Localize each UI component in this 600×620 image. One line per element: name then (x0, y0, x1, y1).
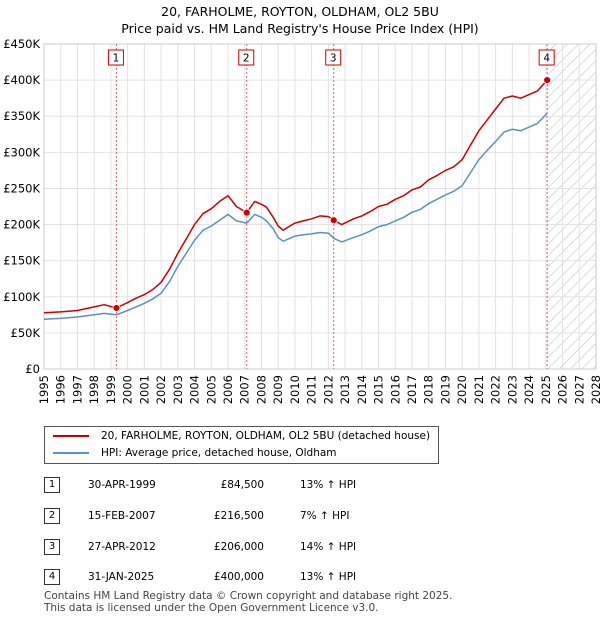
sale-box-label: 3 (330, 53, 337, 65)
x-tick-label: 2010 (288, 375, 302, 404)
series-hpi-line (44, 112, 548, 320)
series-property-line (44, 79, 548, 314)
x-tick-label: 2000 (121, 375, 135, 404)
series-lines (44, 79, 548, 320)
sale-points (112, 76, 552, 312)
legend-swatch-hpi (53, 452, 89, 454)
x-tick-label: 2005 (204, 375, 218, 404)
x-tick-label: 2025 (539, 375, 553, 404)
x-tick-label: 2002 (154, 375, 168, 404)
sale-hpi-diff: 14% ↑ HPI (300, 541, 357, 553)
legend-label-property: 20, FARHOLME, ROYTON, OLDHAM, OL2 5BU (d… (101, 430, 431, 442)
x-tick-label: 2015 (372, 375, 386, 404)
sale-date: 15-FEB-2007 (88, 510, 156, 522)
sale-hpi-diff: 13% ↑ HPI (300, 479, 357, 491)
x-tick-label: 2019 (438, 375, 452, 404)
x-tick-label: 2006 (221, 375, 235, 404)
x-tick-label: 1995 (37, 375, 51, 404)
y-tick-label: £350K (3, 109, 40, 123)
x-tick-label: 2027 (572, 375, 586, 404)
x-tick-label: 2011 (305, 375, 319, 404)
y-tick-label: £50K (11, 326, 41, 340)
table-row: 1 30-APR-1999 £84,500 13% ↑ HPI (0, 477, 600, 495)
y-tick-label: £300K (3, 145, 40, 159)
x-tick-label: 1999 (104, 375, 118, 404)
x-tick-label: 2026 (556, 375, 570, 404)
y-axis-ticks: £0 £50K £100K £150K £200K £250K £300K £350K £400… (3, 37, 40, 376)
table-row: 3 27-APR-2012 £206,000 14% ↑ HPI (0, 539, 600, 557)
x-tick-label: 2020 (455, 375, 469, 404)
sale-box (238, 49, 255, 66)
sale-price: £206,000 (213, 541, 264, 553)
x-tick-label: 1997 (70, 375, 84, 404)
sale-badge: 1 (44, 477, 60, 493)
sale-badge: 3 (44, 539, 60, 555)
sale-box-label: 2 (243, 53, 250, 65)
sale-point (242, 208, 251, 217)
x-tick-label: 2018 (422, 375, 436, 404)
y-tick-label: £100K (3, 290, 40, 304)
chart-title: 20, FARHOLME, ROYTON, OLDHAM, OL2 5BU (161, 4, 439, 19)
sale-point (112, 304, 121, 312)
x-tick-label: 2007 (238, 375, 252, 404)
sale-box (325, 49, 342, 66)
sale-box-label: 1 (113, 53, 120, 65)
sale-point (329, 216, 338, 225)
future-hatch-area (547, 44, 596, 369)
legend-swatch-property (53, 435, 89, 437)
legend-item-property: 20, FARHOLME, ROYTON, OLDHAM, OL2 5BU (d… (53, 430, 430, 442)
table-row: 2 15-FEB-2007 £216,500 7% ↑ HPI (0, 508, 600, 526)
sale-box (538, 49, 555, 66)
x-tick-label: 2024 (522, 375, 536, 404)
x-tick-label: 2028 (589, 375, 600, 404)
y-tick-label: £150K (3, 254, 40, 268)
sale-price: £84,500 (220, 479, 264, 491)
legend-label-hpi: HPI: Average price, detached house, Oldh… (101, 447, 337, 459)
table-row: 4 31-JAN-2025 £400,000 13% ↑ HPI (0, 569, 600, 587)
sale-date: 27-APR-2012 (88, 541, 156, 553)
sale-badge: 4 (44, 569, 60, 585)
sale-date: 30-APR-1999 (88, 479, 156, 491)
x-tick-label: 2023 (505, 375, 519, 404)
y-tick-label: £250K (3, 181, 40, 195)
legend-item-hpi: HPI: Average price, detached house, Oldh… (53, 447, 337, 459)
price-chart: 1 2 3 4 £0 £50K £100K £150K £200K £250K £300K £350… (3, 37, 600, 404)
sale-hpi-diff: 13% ↑ HPI (300, 571, 357, 583)
x-tick-label: 2004 (188, 375, 202, 404)
x-axis-ticks: 1995 1996 1997 1998 1999 2000 2001 2002 2003 2004… (37, 375, 600, 404)
sale-date: 31-JAN-2025 (88, 571, 155, 583)
footer-copyright: Contains HM Land Registry data © Crown c… (44, 590, 453, 602)
x-tick-label: 1996 (54, 375, 68, 404)
grid (43, 43, 597, 370)
sale-box (107, 49, 124, 66)
sale-box-label: 4 (543, 53, 550, 65)
sale-badge: 2 (44, 508, 60, 524)
y-tick-label: £400K (3, 73, 40, 87)
y-tick-label: £200K (3, 218, 40, 232)
plot-area (44, 44, 596, 369)
x-tick-label: 1998 (87, 375, 101, 404)
x-tick-label: 2003 (171, 375, 185, 404)
x-tick-label: 2013 (338, 375, 352, 404)
footer-license: This data is licensed under the Open Gov… (44, 602, 379, 614)
x-tick-label: 2001 (137, 375, 151, 404)
sale-price: £400,000 (213, 571, 264, 583)
x-tick-label: 2008 (254, 375, 268, 404)
y-tick-label: £450K (3, 37, 40, 51)
chart-subtitle: Price paid vs. HM Land Registry's House … (121, 21, 479, 36)
x-tick-label: 2009 (271, 375, 285, 404)
x-tick-label: 2016 (388, 375, 402, 404)
x-tick-label: 2021 (472, 375, 486, 404)
plot-frame (43, 43, 597, 370)
sale-number-boxes: 1 2 3 4 (107, 49, 555, 66)
x-tick-label: 2022 (489, 375, 503, 404)
x-tick-label: 2012 (321, 375, 335, 404)
sale-price: £216,500 (213, 510, 264, 522)
legend: 20, FARHOLME, ROYTON, OLDHAM, OL2 5BU (d… (44, 426, 439, 464)
x-tick-label: 2017 (405, 375, 419, 404)
sale-point (543, 76, 552, 85)
x-tick-label: 2014 (355, 375, 369, 404)
sale-hpi-diff: 7% ↑ HPI (300, 510, 350, 522)
y-tick-label: £0 (25, 362, 40, 376)
